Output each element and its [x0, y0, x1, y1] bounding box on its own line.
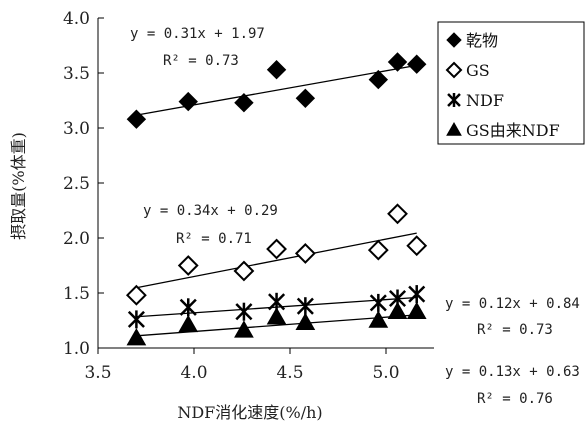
- data-point: [387, 203, 408, 225]
- legend-marker: [447, 93, 461, 107]
- data-point: [127, 310, 145, 329]
- y-axis-title: 摂取量(%体重): [9, 132, 28, 240]
- y-tick-label: 3.0: [63, 119, 90, 139]
- x-tick-label: 5.0: [372, 363, 399, 383]
- data-point: [368, 69, 389, 90]
- x-tick-label: 3.5: [84, 363, 111, 383]
- data-point: [126, 328, 147, 346]
- equation-gs: y = 0.34x + 0.29: [143, 203, 278, 219]
- legend-label: GS: [466, 61, 490, 80]
- legend-marker: [446, 32, 462, 48]
- data-point: [368, 310, 389, 328]
- r2-ndf: R² = 0.73: [477, 322, 553, 338]
- trendline: [136, 232, 417, 289]
- data-point: [406, 235, 428, 257]
- data-point: [408, 285, 426, 304]
- data-point: [177, 255, 199, 276]
- plot-area: 1.0 1.5 2.0 2.5 3.0 3.5 4.0 3.5 4.0 4.5 5.0: [63, 9, 434, 383]
- legend: 乾物 GS NDF GS由来NDF: [437, 21, 585, 145]
- data-point: [406, 301, 427, 319]
- data-point: [367, 239, 389, 261]
- y-tick-label: 4.0: [63, 9, 90, 29]
- trendline: [136, 64, 417, 116]
- legend-marker: [445, 61, 463, 79]
- data-point: [178, 91, 198, 112]
- x-tick-label: 4.0: [180, 363, 207, 383]
- r2-gs: R² = 0.71: [176, 231, 252, 247]
- legend-label: 乾物: [466, 31, 498, 50]
- data-point: [234, 320, 254, 338]
- r2-gs-ndf: R² = 0.76: [477, 391, 553, 407]
- data-point: [126, 109, 147, 129]
- x-tick-label: 4.5: [276, 363, 303, 383]
- data-point: [266, 238, 287, 260]
- data-point: [266, 59, 287, 80]
- data-point: [369, 293, 387, 312]
- data-point: [387, 301, 408, 319]
- legend-box: [437, 21, 585, 145]
- trendline: [136, 314, 417, 337]
- data-point: [295, 312, 316, 330]
- data-point: [407, 54, 427, 74]
- equation-gs-ndf: y = 0.13x + 0.63: [445, 364, 580, 380]
- legend-marker: [446, 121, 462, 136]
- equation-dry-matter: y = 0.31x + 1.97: [130, 26, 265, 42]
- data-point: [295, 88, 316, 109]
- x-axis-title: NDF消化速度(%/h): [177, 403, 322, 421]
- data-point: [179, 298, 197, 317]
- equation-ndf: y = 0.12x + 0.84: [445, 296, 580, 312]
- y-tick-label: 1.0: [63, 339, 90, 359]
- legend-label: GS由来NDF: [466, 121, 560, 140]
- trendline-equations: y = 0.31x + 1.97 R² = 0.73 y = 0.34x + 0…: [130, 26, 580, 407]
- data-point: [235, 302, 253, 321]
- y-tick-label: 2.5: [63, 174, 90, 194]
- data-point: [125, 284, 147, 306]
- data-point: [387, 52, 408, 72]
- data-point: [266, 307, 287, 325]
- data-point: [294, 242, 316, 264]
- r2-dry-matter: R² = 0.73: [163, 53, 239, 69]
- data-point: [234, 92, 254, 113]
- y-tick-label: 3.5: [63, 64, 90, 84]
- data-point: [178, 314, 199, 333]
- data-point: [233, 260, 255, 282]
- legend-label: NDF: [466, 91, 504, 110]
- y-tick-label: 2.0: [63, 229, 90, 249]
- data-point: [296, 297, 314, 316]
- y-tick-label: 1.5: [63, 284, 90, 304]
